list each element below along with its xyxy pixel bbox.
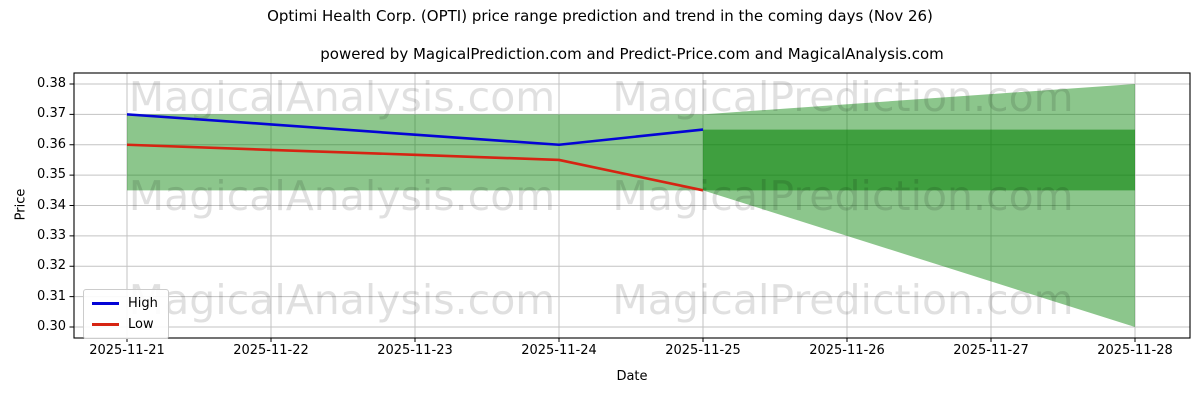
x-tick-label: 2025-11-24 [521,343,597,358]
forecast-core-range-band [703,129,1135,191]
x-tick-label: 2025-11-26 [809,343,885,358]
x-tick-label: 2025-11-21 [89,343,165,358]
x-tick-label: 2025-11-23 [377,343,453,358]
chart-subtitle: powered by MagicalPrediction.com and Pre… [320,45,944,63]
low-line-swatch [92,323,119,326]
y-tick-label: 0.36 [37,136,66,152]
chart-title: Optimi Health Corp. (OPTI) price range p… [267,7,933,25]
y-tick-label: 0.34 [37,197,66,213]
watermark-text: MagicalPrediction.com [612,73,1073,121]
x-tick-label: 2025-11-27 [953,343,1029,358]
legend-entry-low: Low [92,317,158,332]
x-tick-label: 2025-11-25 [665,343,741,358]
y-tick-label: 0.35 [37,167,66,183]
high-line-swatch [92,302,119,305]
x-tick-label: 2025-11-22 [233,343,309,358]
legend-label-low: Low [128,317,154,332]
high-line [126,113,704,147]
watermark-text: MagicalAnalysis.com [129,276,556,324]
legend: High Low [83,289,169,339]
watermark-text: MagicalAnalysis.com [129,73,556,121]
y-tick-label: 0.31 [37,288,66,304]
watermark-text: MagicalPrediction.com [612,276,1073,324]
y-tick-label: 0.30 [37,319,66,334]
low-line [126,143,704,192]
y-tick-label: 0.33 [37,227,66,243]
legend-entry-high: High [92,296,158,311]
watermark-text: MagicalAnalysis.com [129,172,556,220]
y-tick-label: 0.32 [37,258,66,274]
legend-label-high: High [128,296,158,311]
watermark-text: MagicalPrediction.com [612,172,1073,220]
x-axis-label: Date [616,369,648,384]
x-tick-label: 2025-11-28 [1097,343,1173,358]
y-tick-label: 0.38 [37,76,66,91]
y-tick-label: 0.37 [37,106,66,122]
